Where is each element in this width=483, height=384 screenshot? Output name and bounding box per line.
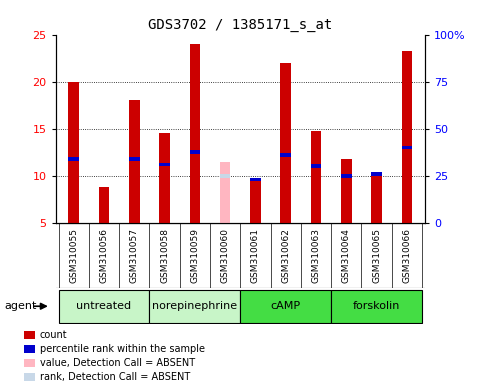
- Text: GSM310056: GSM310056: [99, 228, 109, 283]
- Bar: [401, 51, 412, 223]
- Bar: [99, 187, 109, 223]
- Bar: [341, 174, 352, 177]
- Bar: [24, 331, 35, 339]
- Text: GSM310059: GSM310059: [190, 228, 199, 283]
- Bar: [311, 164, 321, 168]
- Text: GSM310058: GSM310058: [160, 228, 169, 283]
- Text: forskolin: forskolin: [353, 301, 400, 311]
- Text: rank, Detection Call = ABSENT: rank, Detection Call = ABSENT: [40, 372, 190, 382]
- Bar: [311, 131, 321, 223]
- Bar: [281, 63, 291, 223]
- Bar: [24, 373, 35, 381]
- Text: GSM310057: GSM310057: [130, 228, 139, 283]
- Bar: [159, 133, 170, 223]
- Text: GSM310061: GSM310061: [251, 228, 260, 283]
- Text: agent: agent: [5, 301, 37, 311]
- Bar: [149, 290, 241, 323]
- Bar: [24, 359, 35, 367]
- Bar: [189, 150, 200, 154]
- Text: GSM310060: GSM310060: [221, 228, 229, 283]
- Bar: [159, 162, 170, 166]
- Text: count: count: [40, 330, 68, 340]
- Bar: [220, 162, 230, 223]
- Bar: [129, 157, 140, 161]
- Text: GSM310063: GSM310063: [312, 228, 321, 283]
- Bar: [331, 290, 422, 323]
- Text: GSM310062: GSM310062: [281, 228, 290, 283]
- Text: GSM310065: GSM310065: [372, 228, 381, 283]
- Bar: [129, 101, 140, 223]
- Text: GSM310064: GSM310064: [342, 228, 351, 283]
- Bar: [250, 180, 261, 223]
- Text: untreated: untreated: [76, 301, 131, 311]
- Bar: [189, 44, 200, 223]
- Bar: [69, 157, 79, 161]
- Text: value, Detection Call = ABSENT: value, Detection Call = ABSENT: [40, 358, 195, 368]
- Text: GSM310066: GSM310066: [402, 228, 412, 283]
- Bar: [241, 290, 331, 323]
- Text: percentile rank within the sample: percentile rank within the sample: [40, 344, 205, 354]
- Bar: [250, 177, 261, 181]
- Bar: [281, 153, 291, 157]
- Bar: [24, 345, 35, 353]
- Bar: [371, 174, 382, 223]
- Bar: [401, 146, 412, 149]
- Text: GSM310055: GSM310055: [69, 228, 78, 283]
- Bar: [341, 159, 352, 223]
- Bar: [371, 172, 382, 176]
- Bar: [69, 82, 79, 223]
- Text: cAMP: cAMP: [270, 301, 301, 311]
- Title: GDS3702 / 1385171_s_at: GDS3702 / 1385171_s_at: [148, 18, 332, 32]
- Bar: [220, 174, 230, 177]
- Bar: [58, 290, 149, 323]
- Text: norepinephrine: norepinephrine: [152, 301, 238, 311]
